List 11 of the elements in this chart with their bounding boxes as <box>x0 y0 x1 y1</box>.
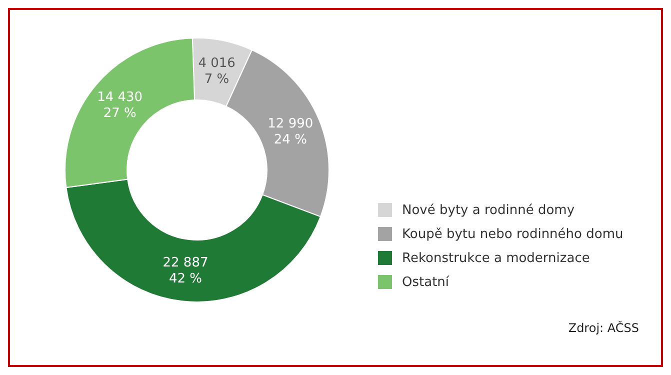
data-label: 12 990 24 % <box>268 116 314 148</box>
donut-slice <box>66 178 321 302</box>
donut-slice <box>64 38 196 188</box>
text: Zdroj: AČSS <box>568 321 639 335</box>
legend-label: Ostatní <box>402 274 450 290</box>
data-label: 4 016 7 % <box>198 56 236 87</box>
legend-label: Nové byty a rodinné domy <box>402 202 575 218</box>
data-label: 14 430 27 % <box>97 90 143 121</box>
data-label: 22 887 42 % <box>162 255 208 286</box>
legend-label: Rekonstrukce a modernizace <box>402 250 590 266</box>
legend-label: Koupě bytu nebo rodinného domu <box>402 226 624 242</box>
